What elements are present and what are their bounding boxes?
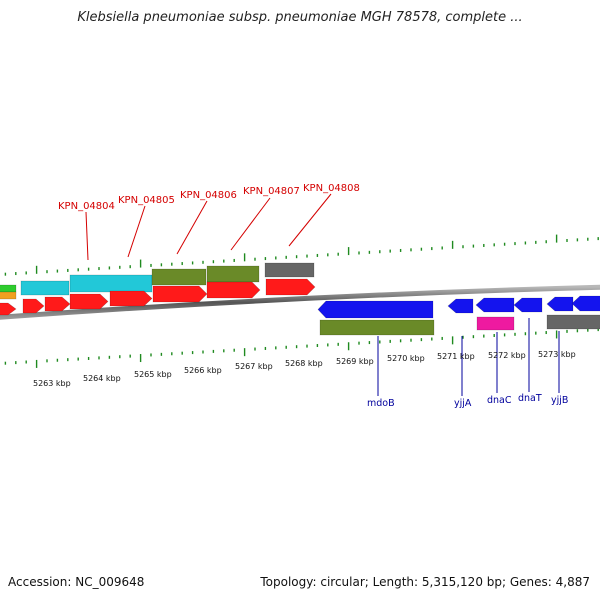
ticks-bottom xyxy=(4,328,599,368)
cds-arrow[interactable] xyxy=(109,290,153,307)
cds-arrow[interactable] xyxy=(44,296,71,312)
scale-label: 5271 kbp xyxy=(437,352,475,361)
scale-label: 5273 kbp xyxy=(538,350,576,359)
cds-arrow[interactable] xyxy=(546,296,574,312)
label-leader xyxy=(288,193,332,247)
cds-arrow[interactable] xyxy=(513,297,543,313)
cds-arrow[interactable] xyxy=(69,293,109,310)
gene-feature[interactable] xyxy=(546,314,600,330)
cds-arrow[interactable] xyxy=(475,297,515,313)
label-leader xyxy=(127,205,146,258)
gene-label[interactable]: mdoB xyxy=(367,398,395,409)
accession-text: Accession: NC_009648 xyxy=(8,575,145,589)
gene-feature[interactable] xyxy=(0,291,17,300)
scale-label: 5264 kbp xyxy=(83,374,121,383)
map-title: Klebsiella pneumoniae subsp. pneumoniae … xyxy=(77,10,523,25)
gene-label[interactable]: yjjA xyxy=(454,398,472,409)
gene-label[interactable]: dnaC xyxy=(487,395,512,406)
gene-feature[interactable] xyxy=(206,265,260,283)
chromosome-backbone xyxy=(0,284,600,320)
gene-feature[interactable] xyxy=(319,319,435,336)
cds-arrow[interactable] xyxy=(0,302,17,316)
label-leader xyxy=(176,200,208,255)
label-leaders xyxy=(85,193,560,396)
gene-feature[interactable] xyxy=(0,284,17,293)
gene-label[interactable]: dnaT xyxy=(518,393,542,404)
scale-label: 5263 kbp xyxy=(33,379,71,388)
gene-label[interactable]: KPN_04804 xyxy=(58,201,115,212)
gene-label[interactable]: KPN_04807 xyxy=(243,186,300,197)
gene-label[interactable]: KPN_04805 xyxy=(118,195,175,206)
gene-feature[interactable] xyxy=(69,274,153,293)
gene-label[interactable]: KPN_04808 xyxy=(303,183,360,194)
genes xyxy=(0,262,600,336)
gene-feature[interactable] xyxy=(476,316,515,331)
scale-label: 5272 kbp xyxy=(488,351,526,360)
gene-feature[interactable] xyxy=(151,268,207,286)
label-leader xyxy=(230,197,271,251)
cds-arrow[interactable] xyxy=(22,298,45,314)
cds-arrow[interactable] xyxy=(571,295,600,312)
cds-arrow[interactable] xyxy=(152,285,208,303)
cds-arrow[interactable] xyxy=(317,300,434,319)
scale-label: 5267 kbp xyxy=(235,362,273,371)
labels: 5263 kbp 5264 kbp 5265 kbp 5266 kbp 5267 kbp… xyxy=(33,183,576,409)
ticks-top xyxy=(4,234,599,276)
label-leader xyxy=(85,211,89,261)
scale-label: 5268 kbp xyxy=(285,359,323,368)
scale-label: 5270 kbp xyxy=(387,354,425,363)
cds-arrow[interactable] xyxy=(206,281,261,299)
genome-summary-text: Topology: circular; Length: 5,315,120 bp… xyxy=(260,575,590,589)
gene-feature[interactable] xyxy=(20,280,70,296)
scale-label: 5266 kbp xyxy=(184,366,222,375)
cds-arrow[interactable] xyxy=(447,298,474,314)
scale-label: 5265 kbp xyxy=(134,370,172,379)
gene-label[interactable]: KPN_04806 xyxy=(180,190,237,201)
gene-feature[interactable] xyxy=(264,262,315,278)
gene-label[interactable]: yjjB xyxy=(551,395,568,406)
cds-arrow[interactable] xyxy=(265,278,316,296)
scale-label: 5269 kbp xyxy=(336,357,374,366)
